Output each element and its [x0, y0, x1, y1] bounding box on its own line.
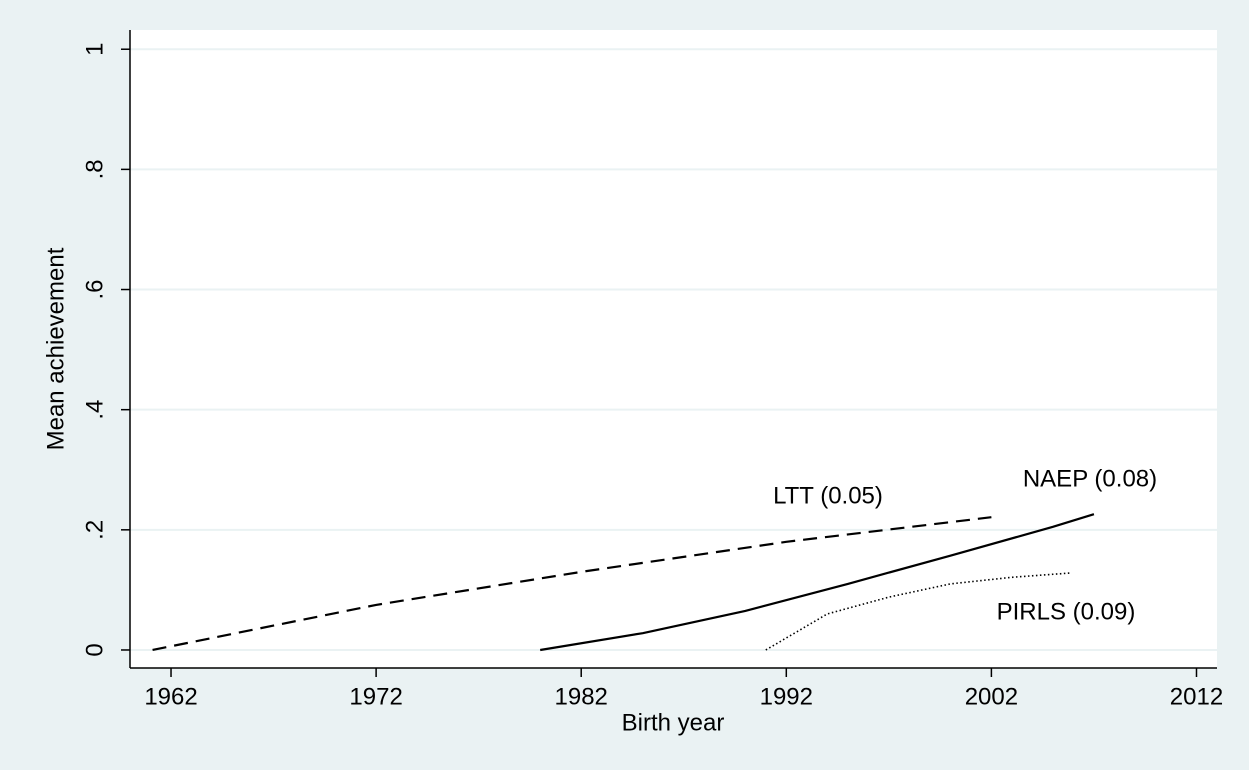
- series-line: [540, 513, 1095, 652]
- series-line: [152, 516, 992, 652]
- y-tick-label: .8: [81, 159, 108, 179]
- series-label: PIRLS (0.09): [997, 598, 1136, 625]
- x-tick-label: 1992: [760, 683, 813, 710]
- series-label: LTT (0.05): [773, 482, 883, 509]
- y-axis-title: Mean achievement: [42, 247, 69, 450]
- x-tick-label: 2012: [1170, 683, 1223, 710]
- plot-area: [130, 30, 1217, 668]
- y-tick-label: .6: [81, 280, 108, 300]
- series-label: NAEP (0.08): [1023, 465, 1157, 492]
- x-tick-label: 1982: [555, 683, 608, 710]
- x-tick-label: 1962: [144, 683, 197, 710]
- x-tick-label: 1972: [349, 683, 402, 710]
- x-tick-label: 2002: [965, 683, 1018, 710]
- y-tick-label: .2: [81, 520, 108, 540]
- y-tick-label: 1: [81, 43, 108, 56]
- x-axis-title: Birth year: [622, 709, 725, 736]
- y-tick-label: .4: [81, 400, 108, 420]
- y-tick-label: 0: [81, 643, 108, 656]
